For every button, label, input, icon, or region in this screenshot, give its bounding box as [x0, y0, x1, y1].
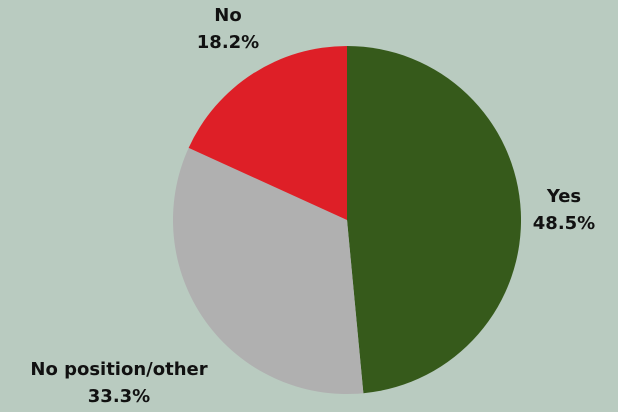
pie-slice-yes: [347, 45, 522, 394]
pie-slice-no-position-other: [172, 147, 364, 395]
slice-label-yes-value: 48.5%: [532, 213, 596, 234]
slice-label-no-value: 18.2%: [196, 32, 260, 53]
slice-label-yes-name: Yes: [546, 186, 582, 207]
slice-label-no-name: No: [214, 5, 242, 26]
slice-label-other-value: 33.3%: [87, 386, 151, 407]
slice-label-no: No 18.2%: [180, 2, 276, 56]
slice-label-no-position-other: No position/other 33.3%: [6, 356, 232, 410]
slice-label-other-name: No position/other: [30, 359, 208, 380]
pie-slice-no: [188, 46, 347, 220]
slice-label-yes: Yes 48.5%: [516, 183, 612, 237]
